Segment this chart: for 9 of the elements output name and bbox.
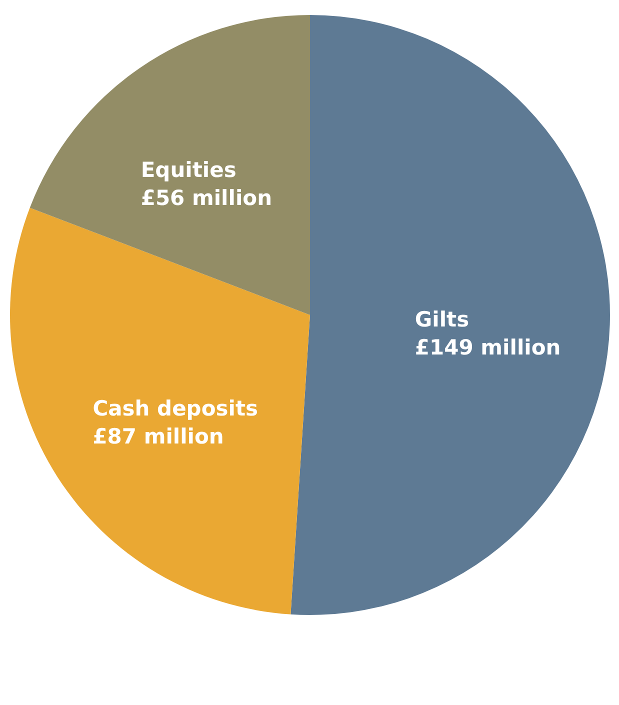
pie-slice xyxy=(30,15,310,315)
slice-label: Cash deposits xyxy=(92,396,258,420)
slice-label: Equities xyxy=(140,158,236,182)
data-label: £56 million xyxy=(140,186,272,210)
pie-slice xyxy=(10,208,310,614)
pie-slice xyxy=(290,15,610,614)
data-label: £149 million xyxy=(414,336,561,360)
slice-label: Gilts xyxy=(414,308,470,332)
data-label: £87 million xyxy=(92,424,224,448)
